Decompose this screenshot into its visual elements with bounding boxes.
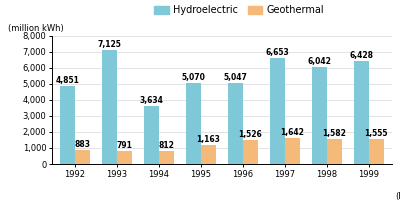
Text: 1,526: 1,526 xyxy=(238,130,262,139)
Text: 4,851: 4,851 xyxy=(56,76,80,85)
Bar xyxy=(159,151,174,164)
Text: (million kWh): (million kWh) xyxy=(8,24,64,33)
Text: 883: 883 xyxy=(74,140,90,149)
Bar xyxy=(369,139,384,164)
Bar xyxy=(270,58,285,164)
Bar xyxy=(243,140,258,164)
Text: 6,653: 6,653 xyxy=(266,48,290,57)
Text: (FY): (FY) xyxy=(395,192,400,200)
Text: 791: 791 xyxy=(116,141,132,150)
Bar xyxy=(60,86,75,164)
Text: 1,582: 1,582 xyxy=(322,129,346,138)
Text: 6,042: 6,042 xyxy=(308,57,332,66)
Text: 1,642: 1,642 xyxy=(280,128,304,137)
Text: 1,555: 1,555 xyxy=(364,129,388,138)
Bar xyxy=(354,61,369,164)
Bar xyxy=(201,145,216,164)
Bar xyxy=(228,83,243,164)
Bar xyxy=(102,50,117,164)
Text: 6,428: 6,428 xyxy=(350,51,374,60)
Bar xyxy=(75,150,90,164)
Text: 3,634: 3,634 xyxy=(140,96,164,105)
Text: 5,070: 5,070 xyxy=(182,73,206,82)
Bar xyxy=(285,138,300,164)
Text: 7,125: 7,125 xyxy=(98,40,122,49)
Bar xyxy=(186,83,201,164)
Text: 812: 812 xyxy=(158,141,174,150)
Bar xyxy=(327,139,342,164)
Text: 5,047: 5,047 xyxy=(224,73,248,82)
Bar xyxy=(312,67,327,164)
Bar xyxy=(144,106,159,164)
Text: 1,163: 1,163 xyxy=(196,135,220,144)
Legend: Hydroelectric, Geothermal: Hydroelectric, Geothermal xyxy=(154,5,324,15)
Bar xyxy=(117,151,132,164)
